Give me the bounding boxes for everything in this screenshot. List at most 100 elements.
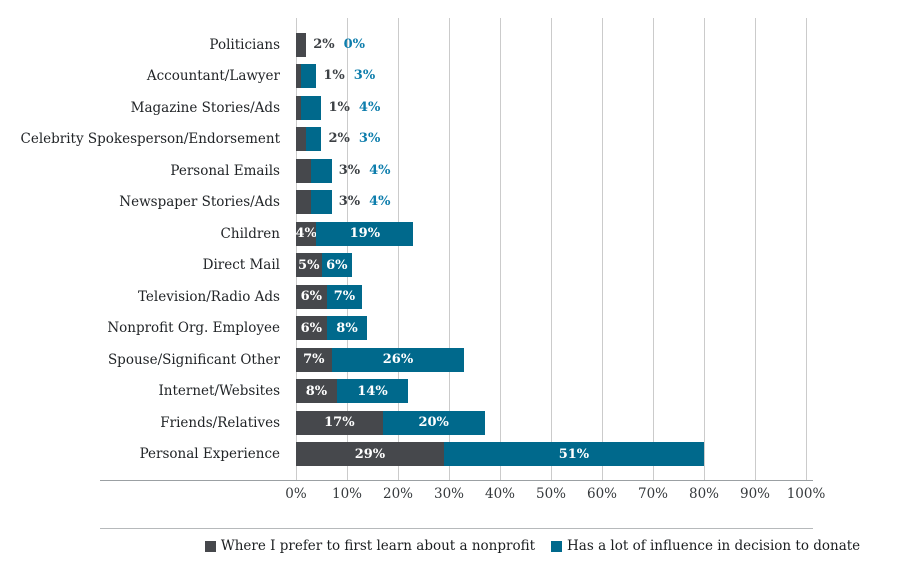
- bar-segment-series1: 6%: [296, 316, 327, 341]
- value-label-outside: 3%: [353, 68, 376, 84]
- category-axis: Politicians Accountant/Lawyer Magazine Sto…: [0, 18, 288, 480]
- value-labels: 1% 3%: [323, 64, 375, 88]
- x-tick-label: 0%: [285, 486, 307, 502]
- bar-segment-series1: 5%: [296, 253, 322, 278]
- value-label-outside: 4%: [369, 162, 391, 178]
- value-label-outside: 1%: [328, 99, 350, 115]
- bar-segment-series2: [306, 127, 322, 152]
- value-label-inside: 4%: [295, 226, 317, 242]
- gridline: [500, 18, 501, 480]
- bar-segment-series2: 14%: [336, 379, 409, 404]
- value-label-outside: 1%: [323, 68, 345, 84]
- legend-item-series1: Where I prefer to first learn about a no…: [204, 538, 536, 554]
- category-label: Internet/Websites: [158, 383, 280, 400]
- bar-segment-series2: [301, 64, 317, 89]
- bar-row: 1% 3%: [296, 64, 375, 89]
- gridline: [806, 18, 807, 480]
- category-label: Celebrity Spokesperson/Endorsement: [20, 131, 280, 148]
- x-tick-label: 70%: [637, 486, 668, 502]
- bar-segment-series2: [301, 95, 322, 120]
- gridline: [347, 18, 348, 480]
- value-labels: 3% 4%: [339, 159, 391, 183]
- category-label: Politicians: [209, 36, 280, 53]
- bar-segment-series1: [296, 158, 312, 183]
- bar-segment-series2: 8%: [326, 316, 368, 341]
- category-label: Direct Mail: [202, 257, 280, 274]
- bar-segment-series2: 51%: [443, 442, 704, 467]
- gridline: [704, 18, 705, 480]
- category-label: Magazine Stories/Ads: [130, 99, 280, 116]
- legend-separator-line: [100, 528, 813, 529]
- bar-segment-series1: 8%: [296, 379, 337, 404]
- value-label-inside: 26%: [382, 352, 414, 368]
- value-label-inside: 5%: [298, 257, 320, 273]
- value-label-outside: 3%: [338, 162, 361, 178]
- bar-segment-series2: 19%: [316, 221, 414, 246]
- x-tick-label: 100%: [786, 486, 826, 502]
- bar-row: 2% 0%: [296, 32, 365, 57]
- legend-item-series2: Has a lot of influence in decision to do…: [551, 538, 860, 554]
- x-tick-label: 60%: [586, 486, 617, 502]
- bar-segment-series1: 6%: [296, 284, 327, 309]
- value-label-outside: 0%: [343, 36, 365, 52]
- gridline: [449, 18, 450, 480]
- value-label-inside: 7%: [303, 352, 325, 368]
- category-label: Television/Radio Ads: [137, 288, 280, 305]
- gridline: [296, 18, 297, 480]
- value-label-inside: 7%: [333, 289, 356, 305]
- category-label: Friends/Relatives: [160, 414, 280, 431]
- legend-label-series1: Where I prefer to first learn about a no…: [220, 538, 536, 554]
- x-tick-label: 40%: [484, 486, 515, 502]
- x-tick-label: 20%: [382, 486, 413, 502]
- bar-row: 3% 4%: [296, 158, 391, 183]
- value-labels: 2% 0%: [313, 33, 365, 57]
- bar-segment-series1: [296, 190, 312, 215]
- x-tick-label: 90%: [739, 486, 770, 502]
- category-label: Personal Emails: [170, 162, 280, 179]
- bar-row: 29% 51%: [296, 442, 704, 467]
- x-tick-label: 80%: [688, 486, 719, 502]
- gridline: [755, 18, 756, 480]
- bar-segment-series1: [296, 127, 307, 152]
- category-label: Spouse/Significant Other: [107, 351, 280, 368]
- value-label-inside: 8%: [336, 320, 358, 336]
- value-label-outside: 4%: [358, 99, 381, 115]
- category-label: Children: [220, 225, 280, 242]
- category-label: Nonprofit Org. Employee: [107, 320, 280, 337]
- bar-segment-series1: [296, 64, 302, 89]
- bar-row: 6% 8%: [296, 316, 368, 341]
- value-label-inside: 17%: [324, 415, 355, 431]
- value-label-inside: 14%: [357, 383, 388, 399]
- bar-segment-series2: [311, 158, 332, 183]
- bar-row: 3% 4%: [296, 190, 391, 215]
- x-tick-label: 30%: [433, 486, 464, 502]
- value-label-inside: 8%: [305, 383, 328, 399]
- bar-row: 6% 7%: [296, 284, 363, 309]
- value-label-outside: 4%: [369, 194, 391, 210]
- bar-segment-series1: [296, 32, 307, 57]
- value-label-outside: 3%: [358, 131, 381, 147]
- bar-segment-series2: 26%: [331, 347, 465, 372]
- value-label-outside: 2%: [328, 131, 350, 147]
- bar-row: 4% 19%: [295, 221, 414, 246]
- bar-segment-series2: [311, 190, 332, 215]
- bar-segment-series1: 7%: [296, 347, 332, 372]
- bar-row: 8% 14%: [296, 379, 409, 404]
- bar-row: 5% 6%: [296, 253, 353, 278]
- category-label: Accountant/Lawyer: [146, 68, 280, 85]
- legend-label-series2: Has a lot of influence in decision to do…: [567, 538, 861, 554]
- bar-row: 7% 26%: [296, 347, 465, 372]
- x-axis-line: [100, 480, 813, 481]
- bar-row: 17% 20%: [296, 410, 485, 435]
- bar-row: 2% 3%: [296, 127, 380, 152]
- bar-segment-series2: 20%: [382, 410, 485, 435]
- value-label-inside: 20%: [418, 415, 449, 431]
- gridline: [602, 18, 603, 480]
- value-label-inside: 6%: [300, 320, 322, 336]
- value-label-inside: 6%: [326, 257, 348, 273]
- value-label-inside: 19%: [349, 226, 381, 242]
- x-tick-label: 50%: [535, 486, 566, 502]
- gridline: [398, 18, 399, 480]
- chart-legend: Where I prefer to first learn about a no…: [176, 538, 889, 554]
- value-label-inside: 51%: [558, 446, 590, 462]
